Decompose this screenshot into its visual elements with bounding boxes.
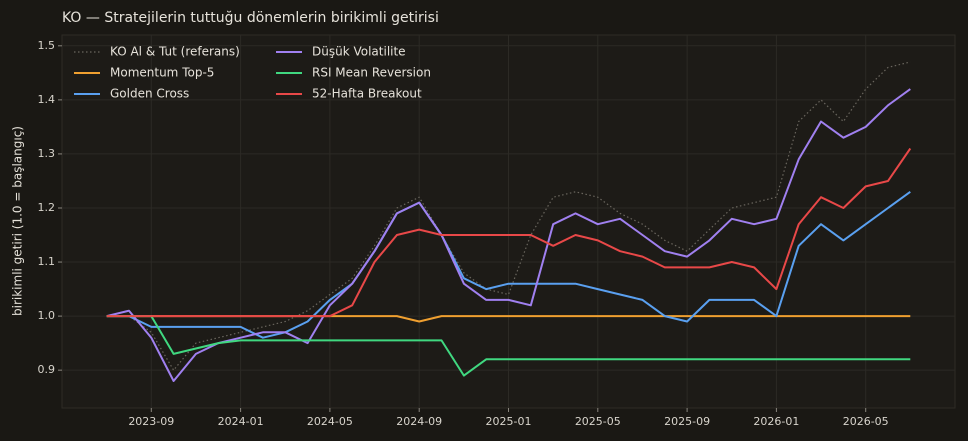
y-tick-label: 1.1 <box>38 255 56 268</box>
x-tick-label: 2026-01 <box>753 415 799 428</box>
x-tick-label: 2026-05 <box>843 415 889 428</box>
legend-label: RSI Mean Reversion <box>312 66 431 80</box>
legend-label: Golden Cross <box>110 87 189 101</box>
y-tick-label: 1.3 <box>38 147 56 160</box>
x-tick-label: 2024-01 <box>218 415 264 428</box>
legend-label: Momentum Top-5 <box>110 66 214 80</box>
y-tick-label: 0.9 <box>38 363 56 376</box>
chart-title: KO — Stratejilerin tuttuğu dönemlerin bi… <box>62 10 439 26</box>
y-tick-label: 1.0 <box>38 309 56 322</box>
legend-label: 52-Hafta Breakout <box>312 87 422 101</box>
y-axis-label: birikimli getiri (1.0 = başlangıç) <box>11 126 25 316</box>
series-line <box>106 190 911 339</box>
y-tick-label: 1.4 <box>38 93 56 106</box>
x-tick-label: 2024-05 <box>307 415 353 428</box>
x-tick-label: 2025-05 <box>575 415 621 428</box>
x-tick-label: 2024-09 <box>396 415 442 428</box>
legend-label: Düşük Volatilite <box>312 45 406 59</box>
series-line <box>106 88 911 382</box>
x-tick-label: 2025-01 <box>486 415 532 428</box>
x-tick-label: 2023-09 <box>128 415 174 428</box>
series-line <box>106 315 911 377</box>
y-tick-label: 1.5 <box>38 39 56 52</box>
legend-label: KO Al & Tut (referans) <box>110 45 240 59</box>
series-line <box>106 147 912 318</box>
x-tick-label: 2025-09 <box>664 415 710 428</box>
y-tick-label: 1.2 <box>38 201 56 214</box>
